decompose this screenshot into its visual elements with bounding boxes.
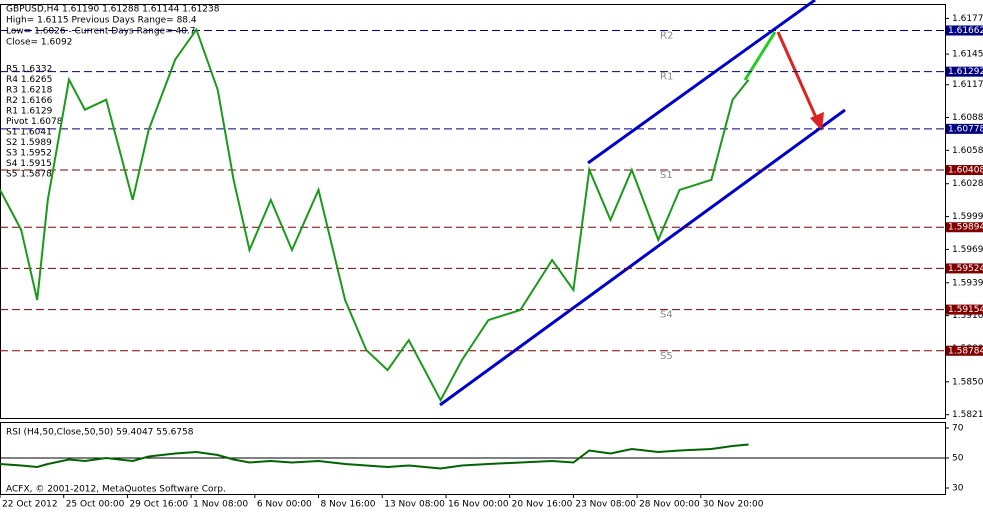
pivot-label: S4 1.5915 xyxy=(6,159,52,169)
pivot-label: R5 1.6332 xyxy=(6,65,52,75)
level-name: R1 xyxy=(660,72,673,83)
pivot-label: R4 1.6265 xyxy=(6,75,52,85)
pivot-label: Pivot 1.6078 xyxy=(6,117,63,127)
y-tick-label: 1.61770 xyxy=(952,14,983,24)
level-label: 1.61292 xyxy=(948,67,983,77)
y-tick-label: 1.59990 xyxy=(952,212,983,222)
level-name: S1 xyxy=(660,170,673,181)
rsi-line xyxy=(0,443,749,470)
level-label: 1.59154 xyxy=(948,305,983,315)
x-tick-label: 23 Nov 08:00 xyxy=(575,500,636,510)
level-box xyxy=(946,345,983,356)
x-tick-label: 30 Nov 20:00 xyxy=(703,500,764,510)
pivot-label: S1 1.6041 xyxy=(6,128,52,138)
footer: ACFX, © 2001-2012, MetaQuotes Software C… xyxy=(6,485,226,495)
y-tick-label: 1.58210 xyxy=(952,410,983,420)
price-panel xyxy=(0,4,946,419)
level-name: S4 xyxy=(660,310,673,321)
pivot-label: S3 1.5952 xyxy=(6,149,52,159)
info-line: Close= 1.6092 xyxy=(6,38,72,48)
rsi-tick-label: 50 xyxy=(952,454,964,464)
level-label: 1.60408 xyxy=(948,166,983,176)
pivot-label: S5 1.5878 xyxy=(6,170,52,180)
level-label: 1.59894 xyxy=(948,223,983,233)
y-tick-label: 1.60880 xyxy=(952,113,983,123)
level-box xyxy=(946,25,983,36)
y-tick-label: 1.61175 xyxy=(952,80,983,90)
level-label: 1.59524 xyxy=(948,264,983,274)
x-tick-label: 29 Oct 16:00 xyxy=(129,500,188,510)
y-tick-label: 1.59100 xyxy=(952,311,983,321)
y-tick-label: 1.59695 xyxy=(952,245,983,255)
rsi-tick-label: 70 xyxy=(952,424,964,434)
rsi-tick-label: 30 xyxy=(952,484,964,494)
y-tick-label: 1.61450 xyxy=(952,50,983,60)
info-line: Low= 1.6026 - Current Days Range= 40.7 xyxy=(6,27,196,37)
y-tick-label: 1.59395 xyxy=(952,278,983,288)
level-box xyxy=(946,304,983,315)
level-label: 1.61662 xyxy=(948,26,983,36)
y-tick-label: 1.60585 xyxy=(952,146,983,156)
trend-line xyxy=(439,108,846,407)
level-name: R2 xyxy=(660,30,673,41)
level-box xyxy=(946,222,983,233)
arrow-head xyxy=(810,112,824,131)
pivot-label: R1 1.6129 xyxy=(6,107,53,117)
level-label: 1.60778 xyxy=(948,124,983,134)
x-tick-label: 16 Nov 00:00 xyxy=(448,500,509,510)
arrow xyxy=(776,31,820,123)
x-tick-label: 22 Oct 2012 xyxy=(2,500,58,510)
x-tick-label: 20 Nov 16:00 xyxy=(512,500,573,510)
pivot-label: R2 1.6166 xyxy=(6,96,53,106)
y-tick-label: 1.58505 xyxy=(952,377,983,387)
rsi-label: RSI (H4,50,Close,50,50) 59.4047 55.6758 xyxy=(6,428,194,438)
level-box xyxy=(946,123,983,134)
info-line: High= 1.6115 Previous Days Range= 88.4 xyxy=(6,16,197,26)
pivot-label: R3 1.6218 xyxy=(6,86,53,96)
x-tick-label: 8 Nov 16:00 xyxy=(321,500,376,510)
x-tick-label: 13 Nov 08:00 xyxy=(384,500,445,510)
level-box xyxy=(946,263,983,274)
channel xyxy=(439,0,846,407)
level-box xyxy=(946,165,983,176)
trend-line xyxy=(587,0,816,165)
x-tick-label: 28 Nov 00:00 xyxy=(639,500,700,510)
pivot-label: S2 1.5989 xyxy=(6,138,52,148)
x-tick-label: 25 Oct 00:00 xyxy=(66,500,125,510)
y-tick-label: 1.60285 xyxy=(952,179,983,189)
price-line xyxy=(0,27,750,403)
level-box xyxy=(946,66,983,77)
level-label: 1.58784 xyxy=(948,346,983,356)
x-tick-label: 1 Nov 08:00 xyxy=(193,500,248,510)
level-name: S5 xyxy=(660,351,673,362)
symbol-title: GBPUSD,H4 1.61190 1.61288 1.61144 1.6123… xyxy=(6,5,220,15)
x-tick-label: 6 Nov 00:00 xyxy=(257,500,312,510)
